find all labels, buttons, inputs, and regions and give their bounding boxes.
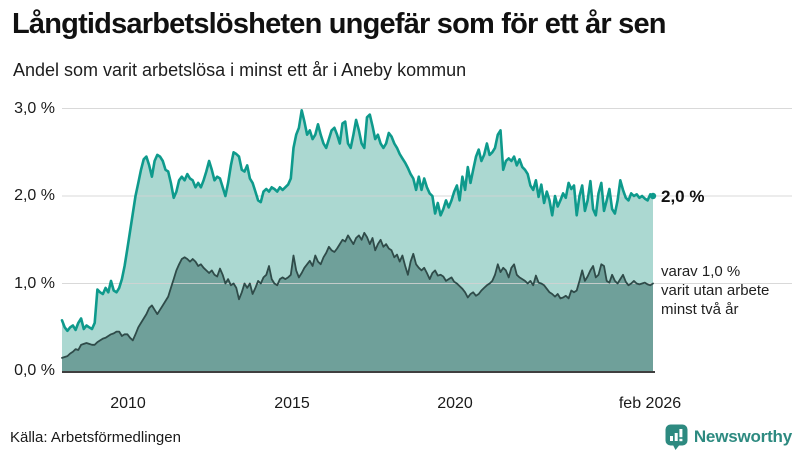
- subset-annotation-line1: varav 1,0 %: [661, 263, 741, 280]
- subset-annotation-line2: varit utan arbete: [661, 282, 770, 299]
- page-title: Långtidsarbetslösheten ungefär som för e…: [12, 8, 667, 40]
- y-axis-tick-2: 2,0 %: [14, 187, 55, 204]
- x-axis-tick-2010: 2010: [110, 395, 146, 412]
- y-axis-tick-1: 1,0 %: [14, 275, 55, 292]
- x-axis-tick-2020: 2020: [437, 395, 473, 412]
- x-axis-tick-2015: 2015: [274, 395, 310, 412]
- x-axis-tick-feb-2026: feb 2026: [618, 395, 682, 412]
- subset-annotation: varav 1,0 % varit utan arbete minst två …: [661, 262, 769, 319]
- brand-name: Newsworthy: [693, 427, 792, 446]
- y-axis-tick-3: 3,0 %: [14, 100, 55, 117]
- brand-logo: Newsworthy: [665, 424, 792, 450]
- y-axis-tick-0: 0,0 %: [14, 362, 55, 379]
- newsworthy-logo-icon: [665, 424, 688, 450]
- source-caption: Källa: Arbetsförmedlingen: [10, 429, 181, 446]
- chart-subtitle: Andel som varit arbetslösa i minst ett å…: [13, 60, 467, 80]
- total-end-value-label: 2,0 %: [661, 187, 705, 206]
- subset-annotation-line3: minst två år: [661, 301, 739, 318]
